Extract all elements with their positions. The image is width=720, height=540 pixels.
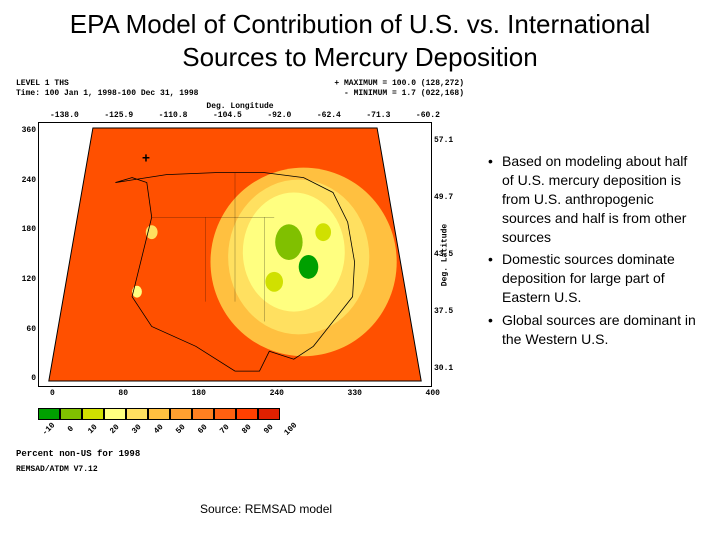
y-tick-right: 57.1: [434, 136, 453, 145]
meta-left-1: LEVEL 1 THS: [16, 79, 198, 89]
x-tick-bottom: 400: [426, 389, 440, 398]
legend-swatches: [38, 408, 470, 420]
y-tick-left: 120: [22, 275, 36, 284]
y-tick-left: 360: [22, 126, 36, 135]
x-tick: -71.3: [366, 111, 390, 120]
x-tick: -92.0: [267, 111, 291, 120]
content-row: LEVEL 1 THS Time: 100 Jan 1, 1998-100 De…: [0, 77, 720, 474]
legend-label: 10: [82, 419, 104, 441]
x-ticks-top: -138.0 -125.9 -110.8 -104.5 -92.0 -62.4 -71.3 -…: [10, 111, 470, 120]
legend-swatch: [82, 408, 104, 420]
bullet-column: Based on modeling about half of U.S. mer…: [470, 77, 710, 474]
source-text: Source: REMSAD model: [200, 502, 332, 516]
legend-label: 0: [60, 419, 82, 441]
low-3: [265, 272, 283, 292]
y-tick-left: 180: [22, 225, 36, 234]
legend-label: 90: [258, 419, 280, 441]
low-2: [299, 255, 319, 279]
legend-swatch: [104, 408, 126, 420]
y-tick-right: 37.5: [434, 307, 453, 316]
figure-meta: LEVEL 1 THS Time: 100 Jan 1, 1998-100 De…: [10, 77, 470, 100]
y-tick-left: 0: [31, 374, 36, 383]
x-tick: -62.4: [317, 111, 341, 120]
x-tick-bottom: 240: [270, 389, 284, 398]
low-1: [275, 224, 302, 260]
legend-label: -10: [38, 419, 60, 441]
x-axis-title: Deg. Longitude: [10, 102, 470, 111]
x-tick: -125.9: [104, 111, 133, 120]
legend-label: 30: [126, 419, 148, 441]
x-tick-bottom: 330: [348, 389, 362, 398]
legend-label: 100: [280, 419, 302, 441]
bullet-item: Based on modeling about half of U.S. mer…: [488, 152, 696, 246]
heatmap: +: [38, 122, 432, 387]
x-tick: -104.5: [213, 111, 242, 120]
legend-swatch: [258, 408, 280, 420]
bullet-list: Based on modeling about half of U.S. mer…: [488, 152, 696, 349]
meta-left-2: Time: 100 Jan 1, 1998-100 Dec 31, 1998: [16, 89, 198, 99]
figure-caption: Percent non-US for 1998: [16, 449, 470, 459]
legend-label: 50: [170, 419, 192, 441]
legend-swatch: [126, 408, 148, 420]
y-tick-right: 49.7: [434, 193, 453, 202]
bullet-item: Global sources are dominant in the Weste…: [488, 311, 696, 349]
page-title: EPA Model of Contribution of U.S. vs. In…: [0, 0, 720, 77]
legend-label: 60: [192, 419, 214, 441]
legend-swatch: [148, 408, 170, 420]
meta-right-1: + MAXIMUM = 100.0 (128,272): [334, 79, 464, 89]
legend-swatch: [236, 408, 258, 420]
y-tick-left: 60: [26, 325, 36, 334]
y-tick-left: 240: [22, 176, 36, 185]
bullet-item: Domestic sources dominate deposition for…: [488, 250, 696, 307]
figure-column: LEVEL 1 THS Time: 100 Jan 1, 1998-100 De…: [10, 77, 470, 474]
meta-right-2: - MINIMUM = 1.7 (022,168): [334, 89, 464, 99]
legend-swatch: [192, 408, 214, 420]
x-ticks-bottom: 0 80 180 240 330 400: [10, 387, 470, 398]
legend-swatch: [170, 408, 192, 420]
x-tick: -60.2: [416, 111, 440, 120]
x-tick-bottom: 80: [118, 389, 128, 398]
x-tick: -138.0: [50, 111, 79, 120]
max-marker: +: [142, 153, 150, 168]
heatmap-svg: +: [39, 123, 431, 386]
legend-labels: -100102030405060708090100: [38, 422, 470, 443]
low-4: [315, 223, 331, 241]
y-axis-title: Deg. Latitude: [440, 223, 449, 285]
y-ticks-right: 57.149.743.537.530.1Deg. Latitude: [432, 122, 470, 387]
y-tick-right: 30.1: [434, 364, 453, 373]
y-ticks-left: 360 240 180 120 60 0: [10, 122, 38, 387]
map-wrap: 360 240 180 120 60 0: [10, 122, 470, 387]
x-tick: -110.8: [159, 111, 188, 120]
legend-label: 70: [214, 419, 236, 441]
legend-swatch: [214, 408, 236, 420]
figure-version: REMSAD/ATDM V7.12: [16, 465, 470, 474]
x-tick-bottom: 0: [50, 389, 55, 398]
west-1: [146, 225, 158, 239]
legend-label: 80: [236, 419, 258, 441]
legend-label: 20: [104, 419, 126, 441]
legend-swatch: [38, 408, 60, 420]
legend-swatch: [60, 408, 82, 420]
legend-label: 40: [148, 419, 170, 441]
x-tick-bottom: 180: [192, 389, 206, 398]
